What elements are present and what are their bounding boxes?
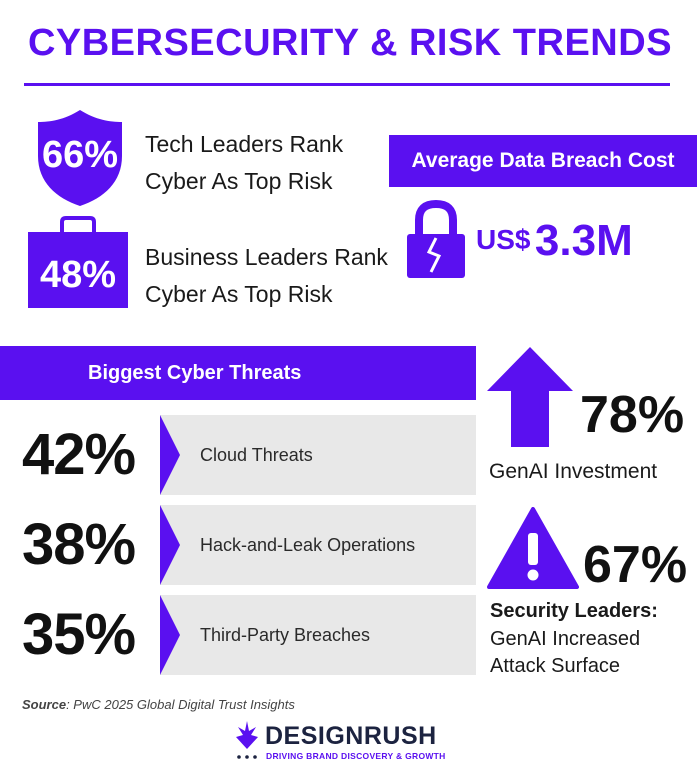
brand-tagline: DRIVING BRAND DISCOVERY & GROWTH — [266, 751, 446, 761]
page-title: CYBERSECURITY & RISK TRENDS — [27, 22, 673, 64]
breach-cost-label: Average Data Breach Cost — [389, 135, 697, 187]
business-leaders-desc: Business Leaders Rank Cyber As Top Risk — [145, 239, 388, 313]
threat-value: 38% — [22, 512, 136, 577]
breach-amount: 3.3M — [534, 216, 633, 265]
warning-icon — [487, 507, 579, 589]
source-note: Source: PwC 2025 Global Digital Trust In… — [22, 697, 295, 712]
up-arrow-icon — [487, 347, 573, 447]
genai-value: 78% — [580, 386, 685, 444]
business-leaders-value: 48% — [39, 254, 117, 296]
tech-leaders-value: 66% — [41, 134, 119, 176]
shield-icon — [38, 110, 122, 206]
chevron-right-icon — [160, 415, 180, 495]
security-line1: Security Leaders: — [490, 600, 658, 622]
security-line3: Attack Surface — [490, 655, 621, 677]
threat-row: 38% Hack-and-Leak Operations — [0, 505, 476, 585]
genai-label: GenAI Investment — [489, 460, 658, 483]
threat-bar — [160, 505, 476, 585]
threat-row: 35% Third-Party Breaches — [0, 595, 476, 675]
chevron-right-icon — [160, 505, 180, 585]
threat-label: Hack-and-Leak Operations — [200, 534, 416, 555]
tech-leaders-line2: Cyber As Top Risk — [145, 168, 333, 194]
source-prefix: Source — [22, 697, 67, 712]
threat-value: 42% — [22, 422, 136, 487]
threat-bar — [160, 415, 476, 495]
security-value: 67% — [583, 536, 688, 594]
brand-name: DESIGNRUSH — [265, 722, 437, 750]
security-line2: GenAI Increased — [490, 628, 641, 650]
threat-row: 42% Cloud Threats — [0, 415, 476, 495]
threat-label: Third-Party Breaches — [200, 624, 371, 645]
title-divider — [24, 83, 670, 86]
chevron-right-icon — [160, 595, 180, 675]
breach-cost-value: US$ 3.3M — [476, 216, 633, 266]
threat-bar — [160, 595, 476, 675]
designrush-logo-icon — [236, 721, 258, 759]
tech-leaders-line1: Tech Leaders Rank — [145, 131, 344, 157]
business-leaders-line1: Business Leaders Rank — [145, 244, 388, 270]
broken-lock-icon — [407, 200, 465, 278]
threats-header: Biggest Cyber Threats — [0, 346, 476, 400]
breach-currency: US$ — [476, 224, 531, 255]
threat-value: 35% — [22, 602, 136, 667]
business-leaders-line2: Cyber As Top Risk — [145, 281, 333, 307]
tech-leaders-desc: Tech Leaders Rank Cyber As Top Risk — [145, 126, 343, 200]
threat-label: Cloud Threats — [200, 444, 313, 465]
source-text: : PwC 2025 Global Digital Trust Insights — [66, 697, 295, 712]
briefcase-icon — [28, 216, 128, 308]
